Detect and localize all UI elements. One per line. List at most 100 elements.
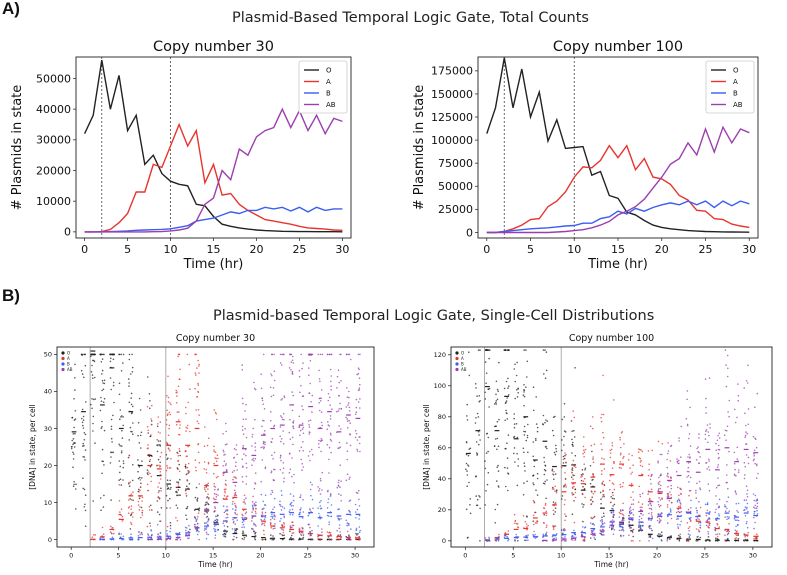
data-point	[112, 527, 114, 529]
data-point	[300, 458, 303, 461]
data-point	[187, 445, 189, 448]
data-point	[666, 504, 669, 506]
data-point	[348, 410, 351, 412]
data-point	[224, 492, 226, 494]
data-point	[274, 523, 276, 525]
data-point	[141, 477, 143, 479]
data-point	[245, 511, 248, 513]
data-point	[254, 418, 256, 421]
data-point	[600, 534, 603, 536]
data-point	[189, 388, 191, 391]
data-point	[346, 450, 349, 453]
data-point	[706, 509, 709, 512]
series-line-ab	[84, 107, 343, 233]
data-point	[271, 513, 273, 516]
data-point	[84, 503, 86, 506]
data-point	[660, 519, 662, 522]
data-point	[130, 373, 132, 375]
data-point	[158, 464, 160, 467]
data-point	[554, 485, 556, 488]
data-point	[666, 475, 668, 477]
data-point	[676, 499, 679, 502]
data-point	[546, 447, 548, 450]
data-point	[479, 507, 481, 510]
data-point	[623, 455, 625, 458]
data-point	[282, 353, 285, 356]
data-point	[747, 423, 750, 426]
data-point	[589, 425, 592, 428]
data-point	[506, 418, 509, 420]
data-point	[169, 488, 171, 491]
data-point	[156, 450, 159, 453]
data-point	[752, 435, 755, 438]
data-point	[137, 477, 140, 480]
data-point	[203, 513, 206, 515]
data-point	[489, 349, 491, 351]
data-point	[753, 527, 755, 530]
data-point	[137, 500, 140, 503]
data-point	[263, 408, 266, 410]
data-point	[253, 504, 255, 506]
data-point	[206, 444, 209, 447]
data-point	[355, 538, 358, 540]
data-point	[563, 402, 566, 405]
data-point	[281, 525, 284, 527]
data-point	[349, 433, 351, 435]
data-point	[166, 533, 168, 535]
data-point	[612, 483, 615, 486]
data-point	[582, 520, 584, 523]
data-point	[716, 537, 719, 540]
data-point	[348, 538, 351, 540]
data-point	[176, 395, 178, 397]
data-point	[187, 401, 189, 404]
data-point	[354, 429, 357, 432]
data-point	[156, 511, 159, 513]
data-point	[504, 466, 506, 469]
data-point	[185, 455, 188, 458]
data-point	[110, 418, 113, 421]
data-point	[320, 421, 323, 424]
data-point	[563, 540, 565, 542]
data-point	[496, 466, 499, 469]
data-point	[226, 505, 228, 508]
data-point	[515, 423, 518, 425]
data-point	[94, 534, 97, 536]
data-point	[283, 396, 286, 399]
data-point	[282, 529, 285, 531]
data-point	[226, 513, 229, 516]
data-point	[641, 450, 644, 453]
data-point	[261, 538, 264, 541]
data-point	[545, 526, 548, 528]
data-point	[167, 413, 169, 415]
data-point	[678, 494, 680, 497]
data-point	[217, 457, 219, 460]
data-point	[264, 441, 266, 444]
data-point	[262, 353, 265, 356]
data-point	[718, 526, 720, 528]
data-point	[272, 479, 275, 481]
data-point	[282, 531, 285, 534]
data-point	[592, 456, 594, 458]
data-point	[118, 479, 120, 482]
data-point	[262, 500, 265, 503]
data-point	[84, 525, 87, 527]
data-point	[647, 504, 650, 506]
data-point	[241, 458, 244, 461]
data-point	[128, 358, 131, 361]
data-point	[688, 530, 690, 532]
data-point	[638, 485, 640, 488]
legend-label: B	[67, 362, 70, 367]
data-point	[535, 396, 537, 398]
data-point	[100, 361, 103, 363]
data-point	[109, 531, 112, 533]
data-point	[290, 536, 292, 539]
data-point	[112, 358, 115, 361]
data-point	[505, 447, 507, 450]
data-point	[658, 497, 660, 499]
data-point	[100, 400, 103, 403]
data-point	[602, 528, 605, 531]
data-point	[122, 462, 125, 465]
data-point	[677, 527, 680, 530]
data-point	[602, 436, 605, 439]
data-point	[613, 488, 616, 491]
